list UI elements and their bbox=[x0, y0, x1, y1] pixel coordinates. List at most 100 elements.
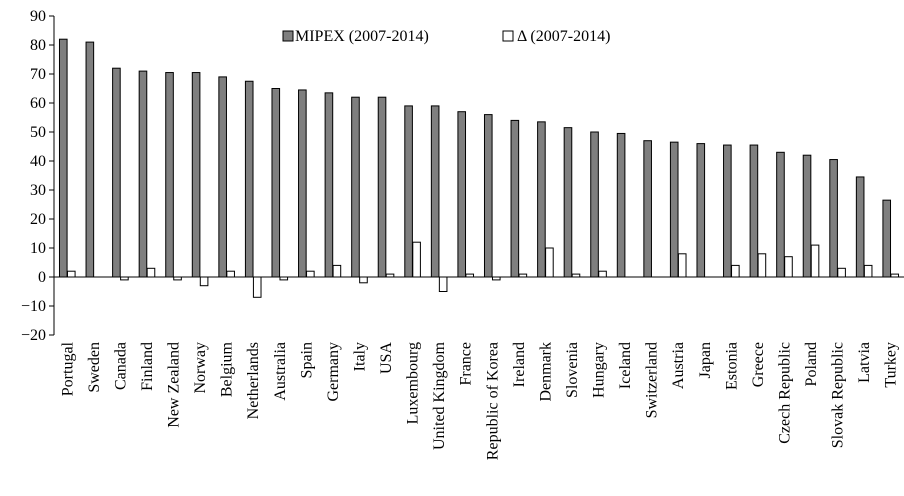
x-category-label: Belgium bbox=[219, 341, 236, 397]
x-category-label: Latvia bbox=[856, 342, 873, 383]
bar-mipex bbox=[855, 176, 865, 278]
legend-swatch-mipex bbox=[282, 30, 294, 42]
y-tick-label: 80 bbox=[30, 37, 46, 54]
bar-mipex bbox=[537, 121, 546, 278]
bar-delta bbox=[199, 276, 209, 287]
y-tick-label: 30 bbox=[30, 182, 46, 199]
bar-delta bbox=[545, 247, 554, 278]
bar-mipex bbox=[298, 89, 307, 278]
legend-label-delta: Δ (2007-2014) bbox=[517, 28, 610, 45]
x-category-label: Italy bbox=[351, 342, 368, 371]
bar-delta bbox=[66, 270, 76, 278]
bar-delta bbox=[598, 270, 607, 278]
bar-mipex bbox=[457, 111, 467, 278]
y-tick-label: 90 bbox=[30, 8, 46, 25]
x-category-label: Ireland bbox=[511, 342, 528, 387]
x-category-label: Iceland bbox=[617, 342, 634, 389]
bar-mipex bbox=[749, 144, 759, 278]
x-category-label: Hungary bbox=[591, 342, 608, 398]
bar-mipex bbox=[191, 72, 201, 278]
bar-delta bbox=[226, 270, 235, 278]
y-axis: −20 −10 0 10 20 30 40 50 60 70 80 90 bbox=[21, 8, 54, 344]
bar-delta bbox=[784, 256, 793, 278]
y-tick-label: 60 bbox=[30, 95, 46, 112]
x-category-label: Luxembourg bbox=[405, 342, 422, 424]
bar-delta bbox=[412, 241, 421, 278]
legend-swatch-delta bbox=[502, 30, 514, 42]
y-tick-label: −10 bbox=[21, 298, 46, 315]
bar-mipex bbox=[58, 38, 68, 278]
bar-mipex bbox=[112, 67, 121, 278]
x-category-label: Denmark bbox=[537, 342, 554, 402]
x-category-label: Slovak Republic bbox=[830, 342, 847, 448]
bar-mipex bbox=[377, 96, 387, 278]
bar-mipex bbox=[776, 151, 785, 278]
bar-mipex bbox=[829, 159, 838, 278]
bar-mipex bbox=[430, 105, 440, 278]
x-category-label: Norway bbox=[192, 342, 209, 394]
x-category-label: Sweden bbox=[86, 342, 103, 393]
bar-mipex bbox=[165, 72, 174, 278]
y-tick-label: 0 bbox=[38, 269, 46, 286]
bar-mipex bbox=[218, 76, 227, 278]
bar-mipex bbox=[669, 141, 679, 278]
x-category-label: Netherlands bbox=[245, 342, 262, 419]
bar-delta bbox=[810, 244, 820, 278]
bar-delta bbox=[438, 276, 448, 292]
bar-delta bbox=[677, 253, 687, 278]
bar-mipex bbox=[510, 119, 520, 278]
x-category-label: Greece bbox=[750, 342, 767, 387]
x-category-label: Estonia bbox=[723, 342, 740, 390]
x-category-label: United Kingdom bbox=[431, 341, 448, 450]
x-category-label: New Zealand bbox=[166, 342, 183, 428]
bar-mipex bbox=[616, 132, 626, 278]
bar-mipex bbox=[563, 127, 573, 278]
bar-mipex bbox=[696, 143, 706, 278]
y-tick-label: 40 bbox=[30, 153, 46, 170]
x-category-label: Finland bbox=[139, 342, 156, 391]
bar-delta bbox=[146, 267, 156, 278]
bar-mipex bbox=[324, 92, 334, 278]
bar-delta bbox=[757, 253, 767, 278]
bar-delta bbox=[306, 270, 315, 278]
x-category-label: Switzerland bbox=[644, 342, 661, 418]
bar-mipex bbox=[244, 80, 254, 278]
bar-delta bbox=[252, 276, 262, 298]
x-category-label: USA bbox=[378, 342, 395, 374]
bar-delta bbox=[863, 264, 873, 278]
x-category-label: France bbox=[458, 342, 475, 386]
x-category-label: Poland bbox=[803, 342, 820, 386]
bars bbox=[58, 38, 900, 298]
bar-mipex bbox=[351, 96, 360, 278]
legend-label-mipex: MIPEX (2007-2014) bbox=[295, 28, 429, 45]
bar-mipex bbox=[85, 41, 95, 278]
x-axis: Portugal Sweden Canada Finland New Zealand No… bbox=[54, 276, 904, 460]
y-tick-label: 70 bbox=[30, 66, 46, 83]
x-category-label: Turkey bbox=[883, 342, 900, 388]
y-tick-label: 20 bbox=[30, 211, 46, 228]
y-tick-label: 50 bbox=[30, 124, 46, 141]
x-category-label: Portugal bbox=[59, 341, 76, 396]
bar-mipex bbox=[643, 140, 652, 278]
bar-mipex bbox=[404, 105, 413, 278]
x-category-label: Germany bbox=[325, 342, 342, 402]
bar-mipex bbox=[723, 144, 732, 278]
legend: MIPEX (2007-2014) Δ (2007-2014) bbox=[282, 28, 610, 45]
bar-delta bbox=[837, 267, 846, 278]
x-category-label: Australia bbox=[272, 342, 289, 401]
bar-delta bbox=[359, 276, 368, 284]
bar-mipex bbox=[882, 199, 892, 278]
x-category-label: Slovenia bbox=[564, 342, 581, 398]
bar-delta bbox=[332, 264, 342, 278]
bar-mipex bbox=[138, 70, 148, 278]
y-tick-label: −20 bbox=[21, 327, 46, 344]
bar-mipex bbox=[271, 88, 281, 278]
x-category-label: Republic of Korea bbox=[484, 342, 501, 460]
y-tick-label: 10 bbox=[30, 240, 46, 257]
bar-mipex bbox=[802, 154, 812, 278]
bar-mipex bbox=[483, 114, 493, 278]
x-category-label: Canada bbox=[112, 342, 129, 390]
bar-mipex bbox=[590, 131, 599, 278]
x-category-label: Czech Republic bbox=[776, 342, 793, 444]
